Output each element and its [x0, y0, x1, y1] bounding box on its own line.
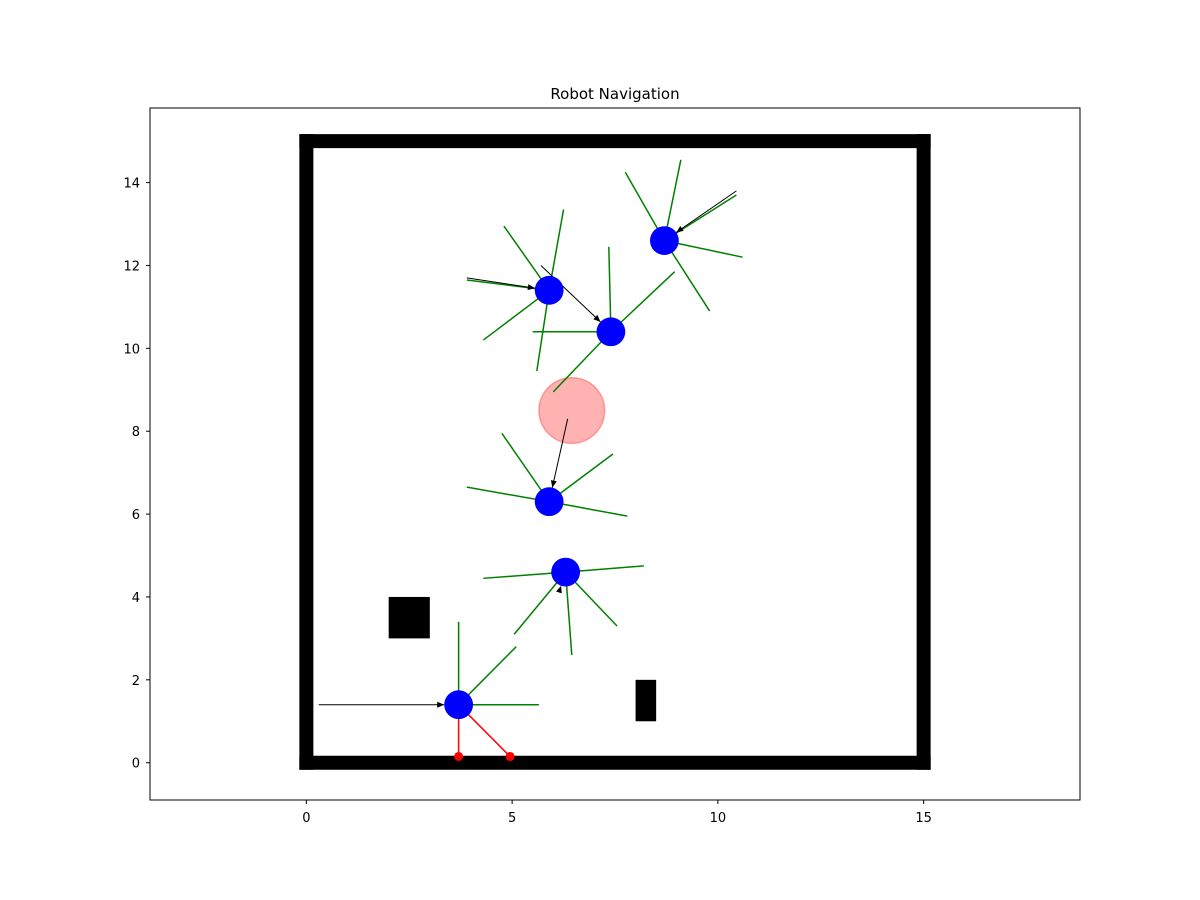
heading-arrow-2	[551, 418, 569, 488]
obstacle-0	[388, 596, 430, 639]
robot-4	[534, 275, 564, 305]
plot-area	[299, 134, 931, 770]
sensor-ray-3-0	[610, 271, 676, 333]
axes-frame	[149, 107, 1081, 801]
x-axis-ticks: 0 5 10 15	[302, 800, 932, 826]
y-axis-ticks: 0 2 4 6 8 10 12 14	[123, 177, 150, 772]
heading-arrow-4	[466, 277, 535, 289]
y-tick-label-6: 12	[123, 259, 140, 274]
heading-arrowhead-3	[593, 314, 601, 322]
sensor-hit-point-0-1	[505, 751, 515, 761]
x-tick-label-2: 10	[710, 811, 727, 826]
x-tick-label-1: 5	[508, 811, 516, 826]
heading-arrowhead-0	[437, 701, 445, 708]
robot-3	[596, 317, 626, 347]
robot-2	[534, 487, 564, 517]
robot-1	[551, 557, 581, 587]
heading-arrowhead-1	[556, 585, 562, 594]
y-tick-label-1: 2	[132, 674, 140, 689]
sensor-hit-point-0-0	[454, 751, 464, 761]
robot-5	[649, 226, 679, 256]
heading-arrowhead-2	[550, 480, 557, 488]
chart-title: Robot Navigation	[550, 85, 679, 103]
y-tick-label-4: 8	[132, 425, 140, 440]
obstacle-1	[635, 679, 657, 722]
heading-arrow-5	[675, 190, 737, 233]
x-tick-label-3: 15	[915, 811, 932, 826]
x-tick-label-0: 0	[302, 811, 310, 826]
y-tick-label-2: 4	[132, 591, 140, 606]
heading-arrow-3	[540, 265, 601, 323]
y-tick-label-5: 10	[123, 342, 140, 357]
y-tick-label-3: 6	[132, 508, 140, 523]
goal-region	[538, 376, 606, 445]
y-tick-label-7: 14	[123, 177, 140, 192]
heading-arrowhead-4	[527, 284, 535, 291]
y-tick-label-0: 0	[132, 757, 140, 772]
robot-0	[444, 690, 474, 720]
heading-arrowhead-5	[676, 225, 684, 233]
